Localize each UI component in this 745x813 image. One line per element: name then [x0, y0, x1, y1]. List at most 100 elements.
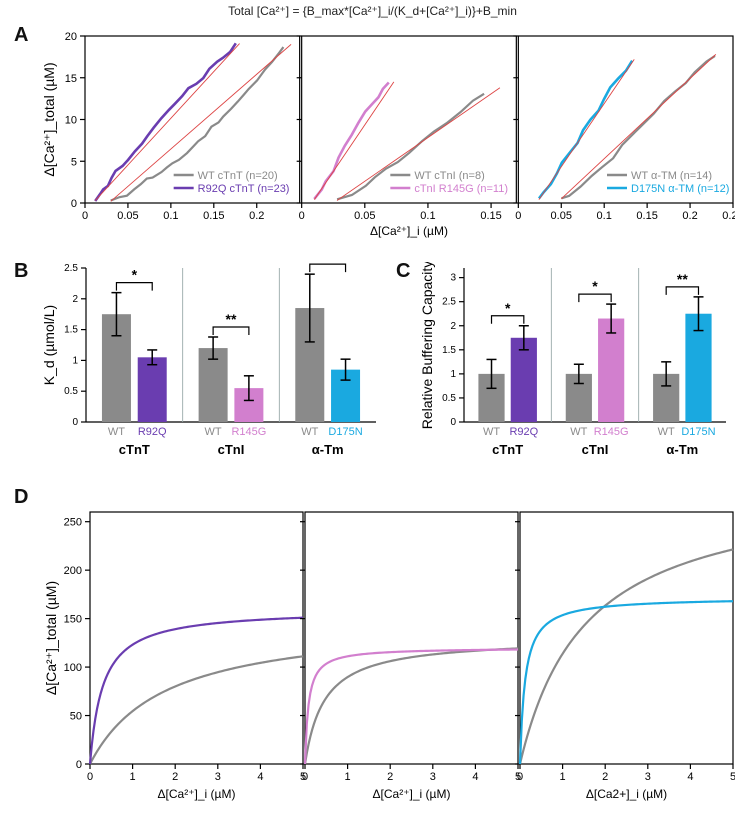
svg-text:WT: WT — [658, 426, 675, 438]
svg-text:K_d (µmol/L): K_d (µmol/L) — [41, 305, 57, 385]
svg-text:1: 1 — [72, 355, 78, 366]
svg-text:R145G: R145G — [594, 426, 629, 438]
rowB: K_d (µmol/L) 0 0.5 1 1.5 2 2.5 * WT R92Q cTnT ** WT R… — [40, 262, 380, 468]
svg-text:0.25: 0.25 — [722, 210, 735, 222]
svg-text:0: 0 — [302, 771, 308, 783]
svg-text:2: 2 — [172, 771, 178, 783]
svg-text:2.5: 2.5 — [64, 263, 78, 274]
svg-text:**: ** — [677, 271, 688, 287]
svg-text:0: 0 — [76, 759, 82, 771]
svg-text:R92Q: R92Q — [509, 426, 538, 438]
svg-text:0.15: 0.15 — [480, 210, 501, 222]
svg-text:1: 1 — [130, 771, 136, 783]
svg-text:0.05: 0.05 — [117, 210, 138, 222]
svg-text:0.2: 0.2 — [249, 210, 264, 222]
svg-text:0.2: 0.2 — [682, 210, 697, 222]
svg-text:WT: WT — [570, 426, 587, 438]
rowC-svg: Relative Buffering Capacity 0 0.5 1 1.5 2 2.5 3… — [418, 262, 730, 468]
svg-text:2: 2 — [450, 321, 456, 332]
svg-text:4: 4 — [257, 771, 263, 783]
svg-text:Relative Buffering Capacity: Relative Buffering Capacity — [419, 262, 435, 429]
svg-text:3: 3 — [450, 273, 456, 284]
svg-text:WT: WT — [483, 426, 500, 438]
svg-text:0.05: 0.05 — [551, 210, 572, 222]
svg-text:3: 3 — [430, 771, 436, 783]
label-A: A — [14, 24, 28, 47]
figure: Total [Ca²⁺] = {B_max*[Ca²⁺]_i/(K_d+[Ca²… — [0, 0, 745, 813]
svg-text:WT: WT — [108, 426, 125, 438]
label-C: C — [396, 260, 410, 283]
svg-text:Δ[Ca²⁺]_i (µM): Δ[Ca²⁺]_i (µM) — [373, 787, 451, 801]
svg-text:0.1: 0.1 — [420, 210, 435, 222]
rowA: Δ[Ca²⁺]_total (µM)0510152000.050.10.150.… — [40, 28, 735, 238]
svg-text:R92Q cTnT (n=23): R92Q cTnT (n=23) — [198, 183, 290, 195]
rowD-svg: Δ[Ca²⁺]_total (µM)050100150200250012345Δ… — [40, 506, 735, 806]
svg-text:cTnI: cTnI — [218, 442, 245, 457]
svg-text:D175N: D175N — [328, 426, 362, 438]
svg-text:4: 4 — [687, 771, 693, 783]
svg-text:WT cTnI (n=8): WT cTnI (n=8) — [414, 170, 484, 182]
svg-text:0.05: 0.05 — [354, 210, 375, 222]
svg-text:α-Tm: α-Tm — [666, 442, 698, 457]
svg-text:0.5: 0.5 — [442, 393, 456, 404]
svg-text:100: 100 — [64, 662, 82, 674]
svg-text:R92Q: R92Q — [138, 426, 167, 438]
svg-text:Δ[Ca2+]_i (µM): Δ[Ca2+]_i (µM) — [586, 787, 667, 801]
svg-text:Δ[Ca²⁺]_total (µM): Δ[Ca²⁺]_total (µM) — [43, 581, 59, 695]
svg-text:2: 2 — [72, 294, 78, 305]
svg-text:0: 0 — [450, 417, 456, 428]
rowB-svg: K_d (µmol/L) 0 0.5 1 1.5 2 2.5 * WT R92Q cTnT ** WT R… — [40, 262, 380, 468]
svg-text:50: 50 — [70, 711, 82, 723]
svg-text:1: 1 — [560, 771, 566, 783]
svg-text:5: 5 — [730, 771, 735, 783]
svg-text:150: 150 — [64, 614, 82, 626]
svg-text:3: 3 — [215, 771, 221, 783]
svg-text:0: 0 — [72, 417, 78, 428]
svg-text:0.5: 0.5 — [64, 386, 78, 397]
svg-text:0: 0 — [517, 771, 523, 783]
svg-text:α-Tm: α-Tm — [312, 442, 344, 457]
svg-text:D175N: D175N — [681, 426, 715, 438]
svg-text:15: 15 — [65, 73, 77, 85]
svg-text:0.1: 0.1 — [163, 210, 178, 222]
svg-text:20: 20 — [65, 31, 77, 43]
svg-text:0: 0 — [515, 210, 521, 222]
svg-text:0.15: 0.15 — [203, 210, 224, 222]
svg-text:200: 200 — [64, 565, 82, 577]
svg-text:0.15: 0.15 — [636, 210, 657, 222]
svg-text:0: 0 — [71, 198, 77, 210]
rowC: Relative Buffering Capacity 0 0.5 1 1.5 2 2.5 3… — [418, 262, 730, 468]
rowD: Δ[Ca²⁺]_total (µM)050100150200250012345Δ… — [40, 506, 735, 806]
svg-text:*: * — [592, 278, 598, 294]
svg-text:1: 1 — [345, 771, 351, 783]
svg-text:WT: WT — [205, 426, 222, 438]
svg-text:cTnT: cTnT — [492, 442, 523, 457]
svg-text:Δ[Ca²⁺]_i (µM): Δ[Ca²⁺]_i (µM) — [370, 224, 448, 238]
svg-text:Δ[Ca²⁺]_total (µM): Δ[Ca²⁺]_total (µM) — [41, 62, 57, 176]
svg-text:0: 0 — [82, 210, 88, 222]
svg-text:*: * — [132, 267, 138, 283]
svg-text:250: 250 — [64, 517, 82, 529]
svg-text:1: 1 — [450, 369, 456, 380]
svg-text:*: * — [505, 300, 511, 316]
svg-text:*: * — [325, 262, 331, 264]
svg-text:0: 0 — [87, 771, 93, 783]
svg-text:R145G: R145G — [231, 426, 266, 438]
svg-text:2: 2 — [387, 771, 393, 783]
svg-text:2.5: 2.5 — [442, 297, 456, 308]
svg-text:1.5: 1.5 — [442, 345, 456, 356]
equation: Total [Ca²⁺] = {B_max*[Ca²⁺]_i/(K_d+[Ca²… — [0, 4, 745, 18]
svg-text:4: 4 — [472, 771, 478, 783]
svg-text:D175N α-TM (n=12): D175N α-TM (n=12) — [631, 183, 729, 195]
svg-text:1.5: 1.5 — [64, 325, 78, 336]
svg-text:3: 3 — [645, 771, 651, 783]
svg-text:cTnI R145G (n=11): cTnI R145G (n=11) — [414, 183, 508, 195]
svg-text:0.1: 0.1 — [597, 210, 612, 222]
svg-text:WT α-TM (n=14): WT α-TM (n=14) — [631, 170, 712, 182]
svg-text:2: 2 — [602, 771, 608, 783]
svg-text:WT cTnT (n=20): WT cTnT (n=20) — [198, 170, 278, 182]
svg-text:**: ** — [226, 311, 237, 327]
svg-text:5: 5 — [71, 156, 77, 168]
label-B: B — [14, 260, 28, 283]
svg-text:cTnT: cTnT — [119, 442, 150, 457]
